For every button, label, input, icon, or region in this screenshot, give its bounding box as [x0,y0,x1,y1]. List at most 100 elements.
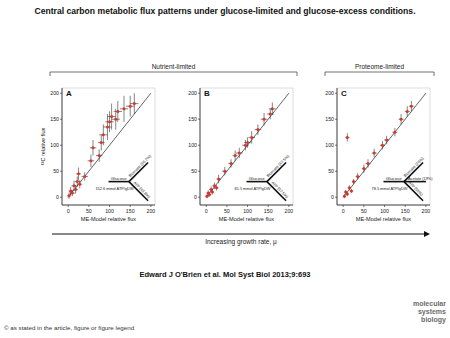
x-tick-label: 150 [126,208,135,214]
x-tick-label: 100 [105,208,114,214]
x-error-bar [399,119,404,120]
identity-line [206,93,289,197]
x-error-bar [405,111,410,112]
x-error-bar [96,155,103,156]
point [230,162,233,165]
title: Central carbon metabolic flux patterns u… [34,6,415,16]
y-error-bar [207,194,208,198]
y-error-bar [109,111,110,132]
panel: 050100150200050100150200ME-Model relativ… [325,88,433,222]
x-tick [247,205,248,207]
x-error-bar [67,195,70,196]
point [362,167,365,170]
x-error-bar [217,179,221,180]
y-tick-label: 50 [328,168,334,174]
y-tick [198,119,200,120]
y-tick [60,197,62,198]
y-tick [335,171,337,172]
group-label: Proteome-limited [355,63,405,70]
point [123,107,126,110]
y-error-bar [130,96,131,117]
point [133,102,136,105]
y-tick [335,197,337,198]
y-tick-label: 100 [188,142,197,148]
y-tick [198,93,200,94]
y-error-bar [103,124,104,145]
y-tick-label: 0 [331,194,334,200]
x-error-bar [103,127,111,128]
x-error-bar [76,173,81,174]
y-tick [60,171,62,172]
point [410,105,413,108]
point [68,194,71,197]
inset-note: 81.5 mmol ATP/gDW [234,186,270,191]
x-error-bar [78,184,82,185]
point [269,113,272,116]
y-error-bar [107,114,108,140]
inset-branch [404,181,426,183]
x-tick [150,205,151,207]
x-tick [425,205,426,207]
x-error-bar [120,108,128,109]
point [367,162,370,165]
y-tick-label: 50 [53,168,59,174]
point [92,146,95,149]
inset: GlucoseBiomass (42.5%)ATP (57.5%)81.5 mm… [234,153,290,201]
point [98,154,101,157]
y-axis [337,88,338,205]
y-error-bar [401,114,402,124]
x-error-bar [344,192,346,193]
x-tick-label: 200 [285,208,294,214]
y-error-bar [239,148,240,158]
point [393,131,396,134]
x-error-bar [244,142,251,143]
y-tick-label: 150 [188,116,197,122]
x-error-bar [352,181,355,182]
point [114,118,117,121]
identity-line [68,93,151,197]
point [234,154,237,157]
x-tick-label: 50 [361,208,367,214]
x-error-bar [345,137,349,138]
inset-stem [247,181,267,183]
x-error-bar [348,187,351,188]
y-error-bar [78,168,79,180]
y-tick [60,119,62,120]
inset-source: Glucose [249,176,265,181]
y-error-bar [264,113,265,125]
y-error-bar [374,149,375,157]
x-tick [343,205,344,207]
y-error-bar [115,109,116,130]
x-error-bar [126,106,134,107]
x-error-bar [409,106,414,107]
point [350,189,353,192]
y-error-bar [117,101,118,122]
point [83,175,86,178]
x-axis-label: ME-Model relative flux [219,216,275,222]
x-error-bar [74,189,78,190]
x-tick [288,205,289,207]
point [356,175,359,178]
y-error-bar [209,193,210,197]
inset-branch-label: Biomass (42.5%) [266,153,291,178]
growth-arrow [52,234,425,235]
x-error-bar [114,111,122,112]
point [100,141,103,144]
x-error-bar [362,168,366,169]
point [129,105,132,108]
x-error-bar [75,181,80,182]
x-tick [363,205,364,207]
y-error-bar [124,96,125,122]
plot-frame [62,88,155,205]
x-axis [62,205,155,206]
point [77,172,80,175]
copyright: © as stated in the article, figure or fi… [4,324,135,331]
point [406,110,409,113]
y-error-bar [90,155,91,167]
x-tick-label: 150 [401,208,410,214]
x-error-bar [105,121,113,122]
inset: GlucoseBiomass (36.2%)ATP (63.8%)152.6 m… [95,153,152,201]
y-tick-label: 150 [50,116,59,122]
group-bracket [50,72,297,76]
panel-label: B [204,89,210,98]
